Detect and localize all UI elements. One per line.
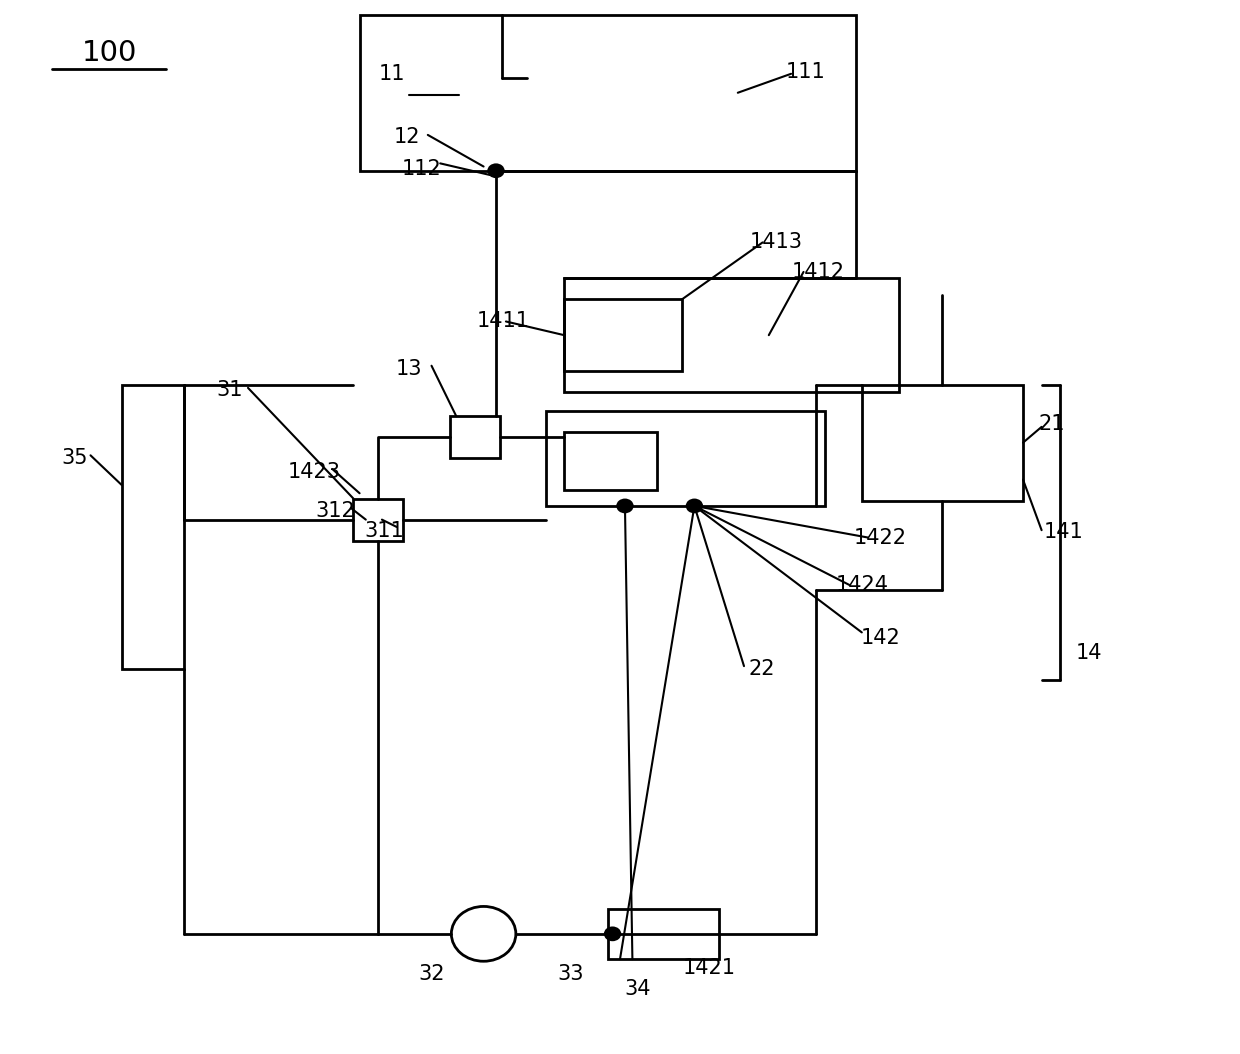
Bar	[564, 278, 899, 392]
Text: 33: 33	[557, 964, 584, 983]
Text: 141: 141	[1044, 523, 1084, 542]
Text: 1411: 1411	[477, 312, 529, 331]
Bar	[564, 299, 682, 371]
Text: 142: 142	[861, 628, 900, 647]
Text: 1421: 1421	[683, 958, 735, 977]
Text: 1412: 1412	[792, 262, 844, 281]
Bar	[450, 416, 500, 458]
Text: 1423: 1423	[288, 463, 340, 482]
Text: 34: 34	[624, 979, 651, 998]
Text: 11: 11	[378, 64, 405, 83]
Text: 35: 35	[61, 449, 88, 468]
Circle shape	[487, 163, 505, 178]
Text: 13: 13	[396, 359, 423, 378]
Circle shape	[604, 926, 621, 941]
Bar	[862, 385, 1023, 501]
Text: 21: 21	[1038, 414, 1065, 433]
Bar	[353, 499, 403, 541]
Bar	[122, 385, 184, 669]
Text: 12: 12	[393, 128, 420, 147]
Circle shape	[616, 499, 634, 513]
Text: 31: 31	[216, 380, 243, 399]
Text: 112: 112	[402, 159, 441, 178]
Text: 32: 32	[418, 964, 445, 983]
Bar	[360, 15, 856, 171]
Text: 1422: 1422	[854, 528, 906, 547]
Text: 312: 312	[315, 502, 355, 521]
Text: 111: 111	[786, 62, 826, 81]
Text: 22: 22	[748, 660, 775, 679]
Circle shape	[686, 499, 703, 513]
Bar	[564, 432, 657, 490]
Text: 1413: 1413	[750, 233, 802, 252]
Bar	[546, 411, 825, 506]
Text: 311: 311	[365, 522, 404, 541]
Text: 100: 100	[82, 39, 136, 66]
Bar	[608, 909, 719, 959]
Text: 14: 14	[1075, 644, 1102, 663]
Text: 1424: 1424	[836, 575, 888, 594]
